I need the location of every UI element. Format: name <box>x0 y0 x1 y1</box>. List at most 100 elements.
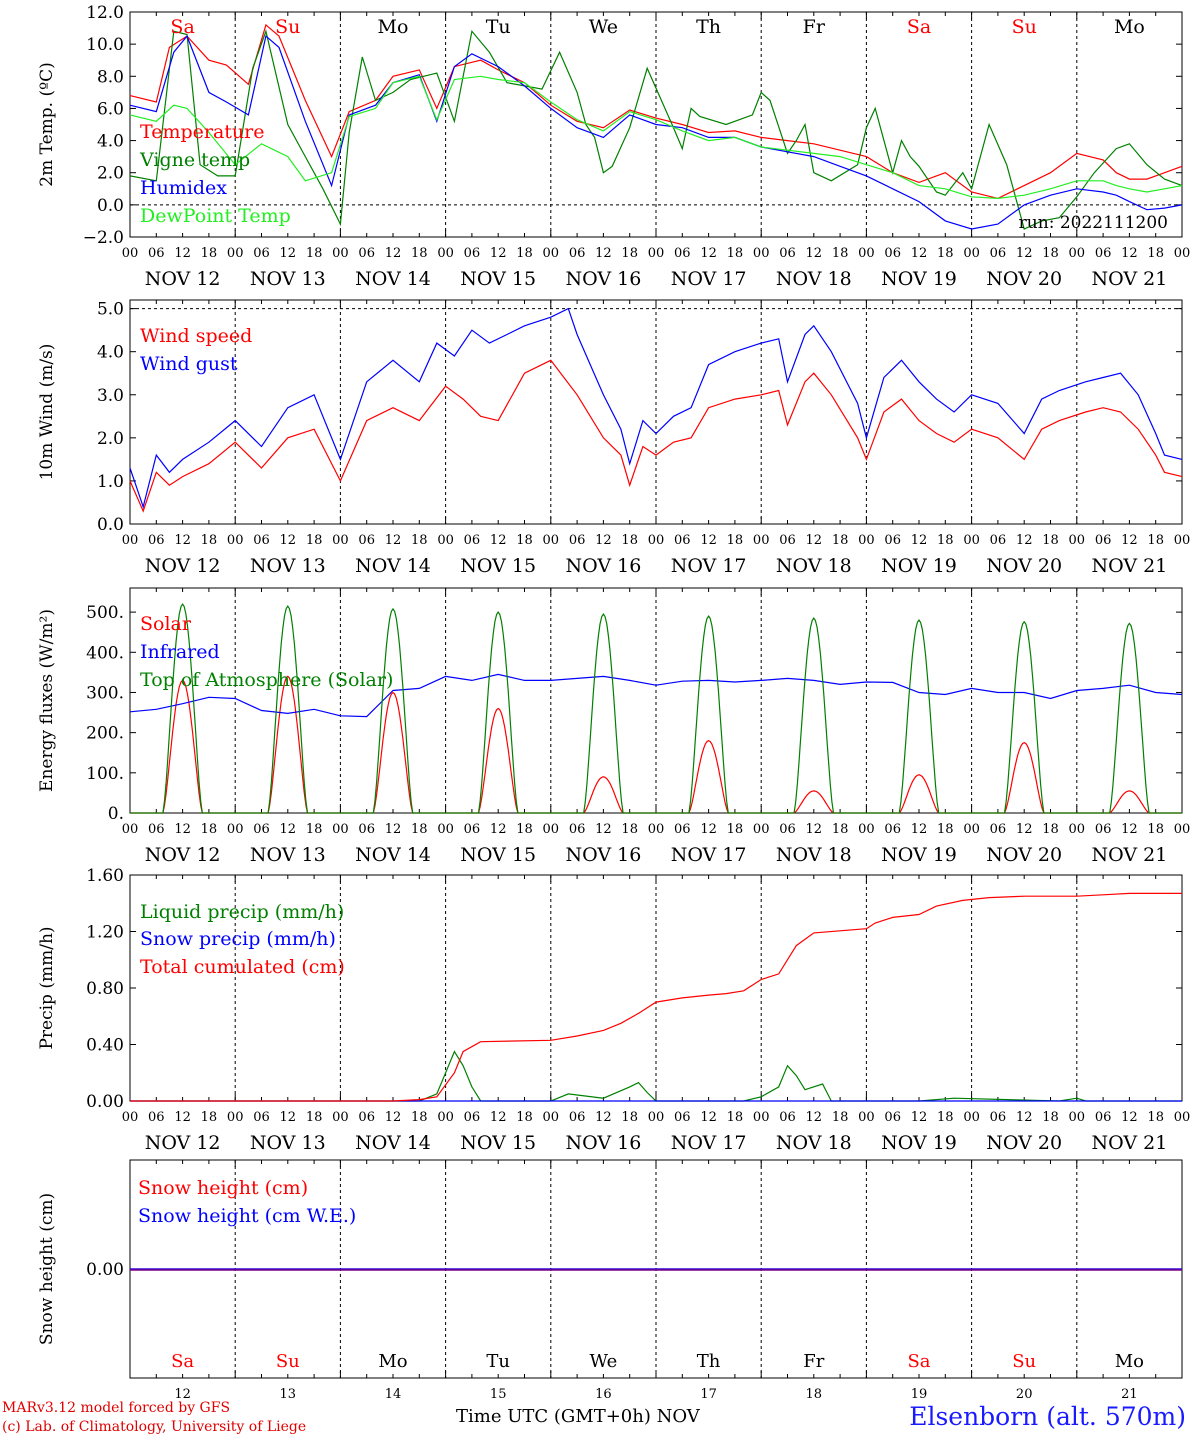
hour-tick-label: 00 <box>332 246 349 261</box>
hour-tick-label: 00 <box>227 533 244 548</box>
hour-tick-label: 18 <box>1042 533 1059 548</box>
hour-tick-label: 06 <box>990 1110 1007 1125</box>
weekday-label: Su <box>1012 16 1037 38</box>
legend-entry: Solar <box>140 613 192 635</box>
hour-tick-label: 18 <box>411 1110 428 1125</box>
weekday-label: Su <box>1012 1351 1036 1372</box>
y-tick-label: 10.0 <box>86 35 124 55</box>
hour-tick-label: 00 <box>648 822 665 837</box>
hour-tick-label: 06 <box>148 1110 165 1125</box>
hour-tick-label: 18 <box>621 822 638 837</box>
series-line-wind-speed <box>129 359 1183 513</box>
plot-frame <box>129 299 1183 525</box>
hour-tick-label: 12 <box>174 246 191 261</box>
hour-tick-label: 18 <box>201 246 218 261</box>
hour-tick-label: 06 <box>569 533 586 548</box>
hour-tick-label: 00 <box>753 246 770 261</box>
hour-tick-label: 18 <box>516 246 533 261</box>
hour-tick-label: 06 <box>779 822 796 837</box>
hour-tick-label: 00 <box>122 533 139 548</box>
hour-tick-label: 06 <box>1095 822 1112 837</box>
hour-tick-label: 00 <box>122 822 139 837</box>
date-label: NOV 17 <box>671 844 747 866</box>
date-label: NOV 20 <box>986 844 1062 866</box>
date-label: NOV 19 <box>881 268 957 290</box>
legend-entry: Temperature <box>140 121 264 143</box>
y-tick-label: 100. <box>86 764 124 784</box>
weekday-label: Fr <box>803 1351 824 1372</box>
hour-tick-label: 00 <box>1069 533 1086 548</box>
hour-tick-label: 18 <box>516 1110 533 1125</box>
day-number-label: 16 <box>595 1387 612 1402</box>
date-label: NOV 18 <box>776 844 852 866</box>
hour-tick-label: 12 <box>490 822 507 837</box>
date-label: NOV 12 <box>145 268 221 290</box>
legend-entry: Wind gust <box>140 353 238 375</box>
hour-tick-label: 18 <box>1147 533 1164 548</box>
hour-tick-label: 00 <box>543 1110 560 1125</box>
hour-tick-label: 00 <box>963 246 980 261</box>
hour-tick-label: 06 <box>779 246 796 261</box>
series-line-infrared <box>129 673 1183 718</box>
hour-tick-label: 06 <box>990 533 1007 548</box>
hour-tick-label: 18 <box>201 533 218 548</box>
station-name: Elsenborn (alt. 570m) <box>909 1402 1186 1431</box>
date-label: NOV 21 <box>1091 1132 1167 1154</box>
y-tick-label: 500. <box>86 603 124 623</box>
hour-tick-label: 00 <box>122 1110 139 1125</box>
legend-entry: Total cumulated (cm) <box>140 956 345 978</box>
date-label: NOV 12 <box>145 844 221 866</box>
series-line-wind-gust <box>129 307 1183 509</box>
hour-tick-label: 18 <box>201 822 218 837</box>
y-tick-label: 400. <box>86 643 124 663</box>
hour-tick-label: 00 <box>332 1110 349 1125</box>
y-axis-title: 10m Wind (m/s) <box>37 344 57 481</box>
date-label: NOV 15 <box>460 555 536 577</box>
hour-tick-label: 12 <box>1121 822 1138 837</box>
hour-tick-label: 12 <box>1016 533 1033 548</box>
hour-tick-label: 06 <box>990 246 1007 261</box>
date-label: NOV 14 <box>355 1132 431 1154</box>
date-label: NOV 19 <box>881 555 957 577</box>
hour-tick-label: 00 <box>858 533 875 548</box>
hour-tick-label: 12 <box>385 822 402 837</box>
hour-tick-label: 18 <box>937 246 954 261</box>
weekday-label: We <box>590 1351 618 1372</box>
weekday-label: Sa <box>907 16 931 38</box>
hour-tick-label: 12 <box>490 1110 507 1125</box>
hour-tick-label: 06 <box>884 533 901 548</box>
hour-tick-label: 12 <box>700 822 717 837</box>
hour-tick-label: 00 <box>332 533 349 548</box>
hour-tick-label: 00 <box>753 822 770 837</box>
legend-entry: Snow precip (mm/h) <box>140 928 336 950</box>
y-axis-title: Energy fluxes (W/m²) <box>37 609 57 792</box>
hour-tick-label: 12 <box>280 1110 297 1125</box>
date-label: NOV 14 <box>355 268 431 290</box>
hour-tick-label: 06 <box>253 246 270 261</box>
y-axis-title: Snow height (cm) <box>37 1193 57 1345</box>
hour-tick-label: 12 <box>1121 533 1138 548</box>
weekday-label: Sa <box>907 1351 930 1372</box>
y-tick-label: 1.20 <box>86 923 124 943</box>
date-label: NOV 13 <box>250 844 326 866</box>
hour-tick-label: 00 <box>437 533 454 548</box>
y-tick-label: 200. <box>86 724 124 744</box>
series-line-top-of-atmosphere-solar- <box>130 602 1182 814</box>
date-label: NOV 17 <box>671 268 747 290</box>
hour-tick-label: 00 <box>648 533 665 548</box>
date-label: NOV 17 <box>671 555 747 577</box>
date-label: NOV 19 <box>881 844 957 866</box>
hour-tick-label: 12 <box>490 246 507 261</box>
hour-tick-label: 12 <box>280 246 297 261</box>
hour-tick-label: 12 <box>385 246 402 261</box>
hour-tick-label: 00 <box>963 1110 980 1125</box>
hour-tick-label: 18 <box>832 1110 849 1125</box>
date-label: NOV 16 <box>565 844 641 866</box>
hour-tick-label: 00 <box>1174 1110 1191 1125</box>
hour-tick-label: 06 <box>358 1110 375 1125</box>
hour-tick-label: 12 <box>1016 822 1033 837</box>
day-number-label: 20 <box>1016 1387 1033 1402</box>
y-axis-title: Precip (mm/h) <box>37 926 57 1049</box>
day-number-label: 14 <box>385 1387 402 1402</box>
date-label: NOV 20 <box>986 555 1062 577</box>
